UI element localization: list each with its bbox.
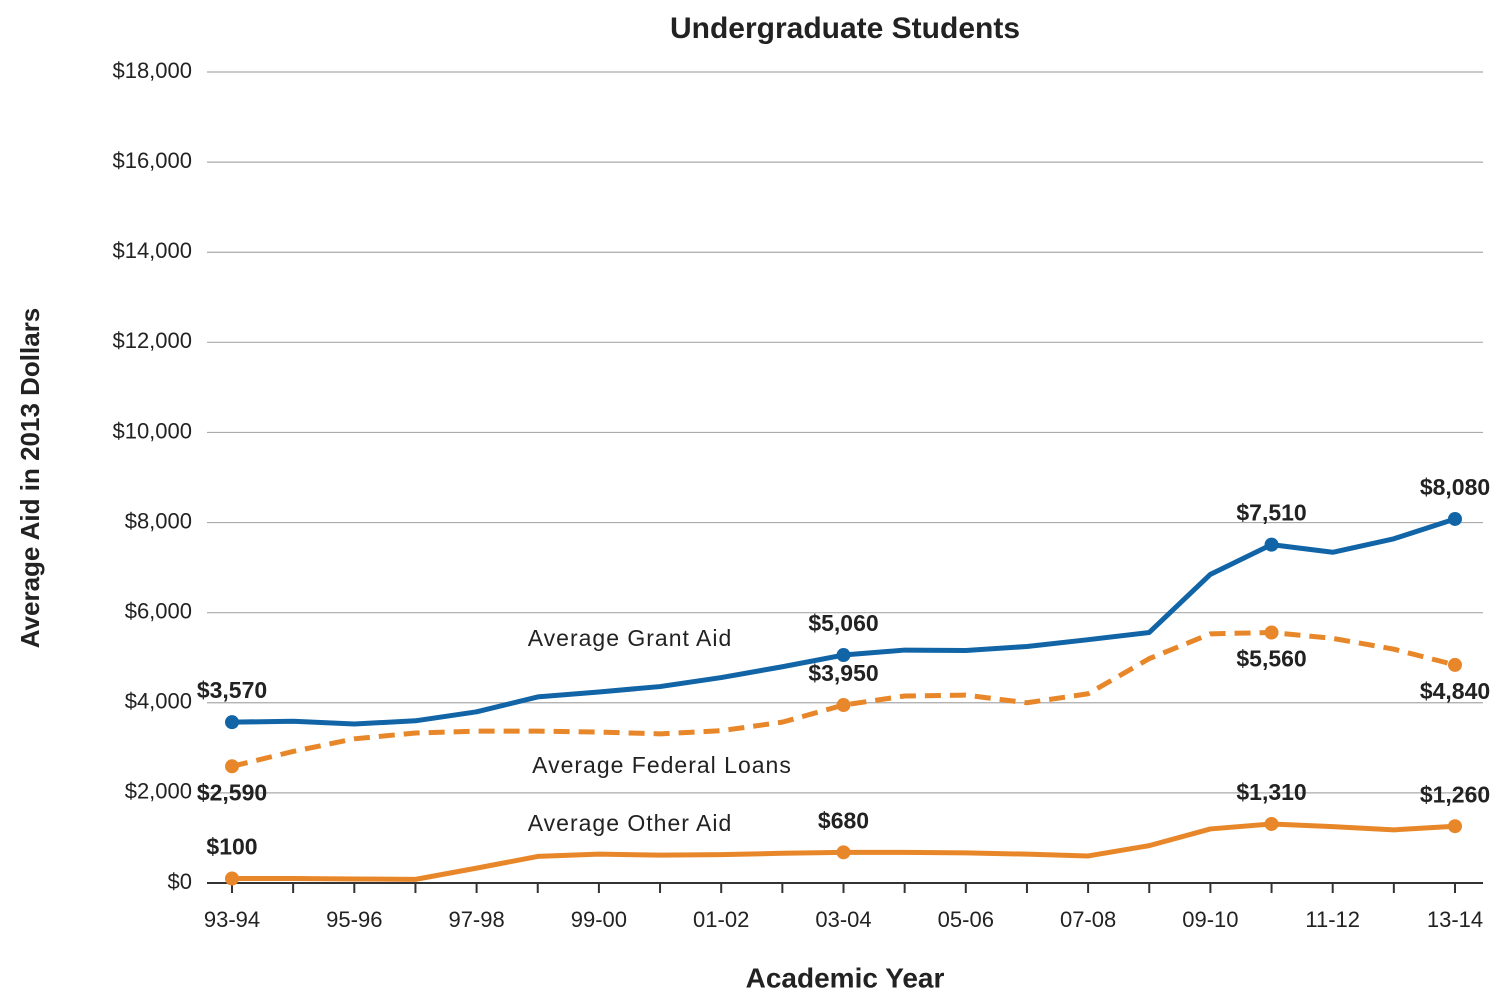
point-marker <box>836 698 851 713</box>
value-label: $1,310 <box>1236 779 1306 805</box>
x-tick-label: 03-04 <box>815 907 871 932</box>
value-label: $1,260 <box>1420 781 1490 807</box>
series-label: Average Federal Loans <box>532 752 792 778</box>
series-line <box>231 629 1456 769</box>
x-tick-label: 11-12 <box>1305 907 1360 932</box>
y-tick-label: $10,000 <box>112 418 192 443</box>
y-tick-label: $16,000 <box>112 148 192 173</box>
value-label: $2,590 <box>197 779 267 805</box>
x-tick-label: 07-08 <box>1060 907 1116 932</box>
point-marker <box>1448 819 1462 834</box>
point-marker <box>1448 657 1462 672</box>
x-tick-label: 99-00 <box>571 907 627 932</box>
point-marker <box>225 759 239 774</box>
point-marker <box>225 871 239 886</box>
value-label: $5,560 <box>1236 646 1306 672</box>
y-tick-label: $0 <box>168 869 192 894</box>
point-marker <box>1264 816 1279 831</box>
x-axis-label: Academic Year <box>746 962 945 993</box>
x-tick-label: 01-02 <box>693 907 749 932</box>
value-label: $3,570 <box>197 677 267 703</box>
point-marker <box>836 648 851 663</box>
x-tick-label: 05-06 <box>938 907 994 932</box>
y-tick-label: $14,000 <box>112 238 192 263</box>
y-tick-label: $2,000 <box>125 779 192 804</box>
y-tick-label: $4,000 <box>125 689 192 714</box>
x-tick-label: 93-94 <box>204 907 260 932</box>
x-tick-label: 13-14 <box>1427 907 1483 932</box>
value-label: $8,080 <box>1420 474 1490 500</box>
series-label: Average Grant Aid <box>528 625 733 651</box>
point-marker <box>1448 511 1462 526</box>
x-tick-label: 97-98 <box>448 907 504 932</box>
y-tick-label: $6,000 <box>125 598 192 623</box>
y-tick-label: $18,000 <box>112 58 192 83</box>
x-tick-label: 95-96 <box>326 907 382 932</box>
value-label: $5,060 <box>808 610 878 636</box>
chart-title: Undergraduate Students <box>670 12 1020 45</box>
point-marker <box>1264 625 1279 640</box>
y-tick-label: $12,000 <box>112 328 192 353</box>
y-tick-label: $8,000 <box>125 508 192 533</box>
y-axis-label: Average Aid in 2013 Dollars <box>15 308 45 649</box>
value-label: $7,510 <box>1236 500 1306 526</box>
value-label: $100 <box>206 834 257 860</box>
x-tick-label: 09-10 <box>1182 907 1238 932</box>
point-marker <box>1264 537 1279 552</box>
point-marker <box>225 715 239 730</box>
series-label: Average Other Aid <box>528 810 733 836</box>
point-marker <box>836 845 851 860</box>
value-label: $4,840 <box>1420 678 1490 704</box>
value-label: $680 <box>818 807 869 833</box>
value-label: $3,950 <box>808 660 878 686</box>
